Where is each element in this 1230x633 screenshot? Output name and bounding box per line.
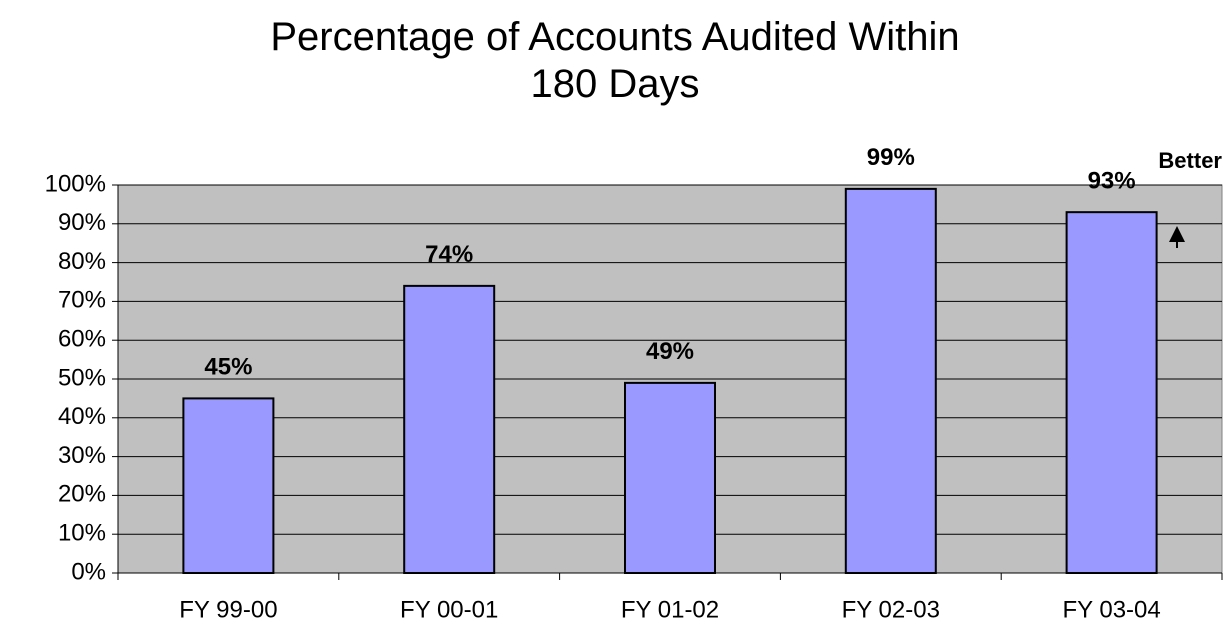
value-label: 93% (1088, 168, 1136, 195)
value-label: 45% (204, 354, 252, 381)
value-label: 49% (646, 338, 694, 365)
bar (182, 397, 275, 574)
x-tick-label: FY 03-04 (1062, 596, 1160, 623)
value-label: 74% (425, 241, 473, 268)
x-tick-label: FY 02-03 (842, 596, 940, 623)
y-tick-label: 90% (58, 209, 106, 236)
chart-title: Percentage of Accounts Audited Within 18… (270, 15, 960, 106)
y-tick-label: 0% (71, 558, 106, 585)
y-tick-label: 70% (58, 287, 106, 314)
annotation: Better (1158, 148, 1222, 173)
bar (1065, 211, 1158, 574)
bar (844, 187, 937, 574)
y-tick-label: 80% (58, 248, 106, 275)
y-tick-label: 10% (58, 520, 106, 547)
y-tick-label: 60% (58, 326, 106, 353)
bar (403, 284, 496, 574)
y-tick-label: 20% (58, 481, 106, 508)
x-tick-label: FY 00-01 (400, 596, 498, 623)
y-tick-label: 100% (45, 170, 106, 197)
bar (624, 381, 716, 574)
annotation-arrowhead (1169, 226, 1185, 242)
x-tick-label: FY 99-00 (179, 596, 277, 623)
y-tick-label: 40% (58, 403, 106, 430)
y-tick-label: 30% (58, 442, 106, 469)
x-tick-label: FY 01-02 (621, 596, 719, 623)
value-label: 99% (867, 144, 915, 171)
y-tick-label: 50% (58, 364, 106, 391)
